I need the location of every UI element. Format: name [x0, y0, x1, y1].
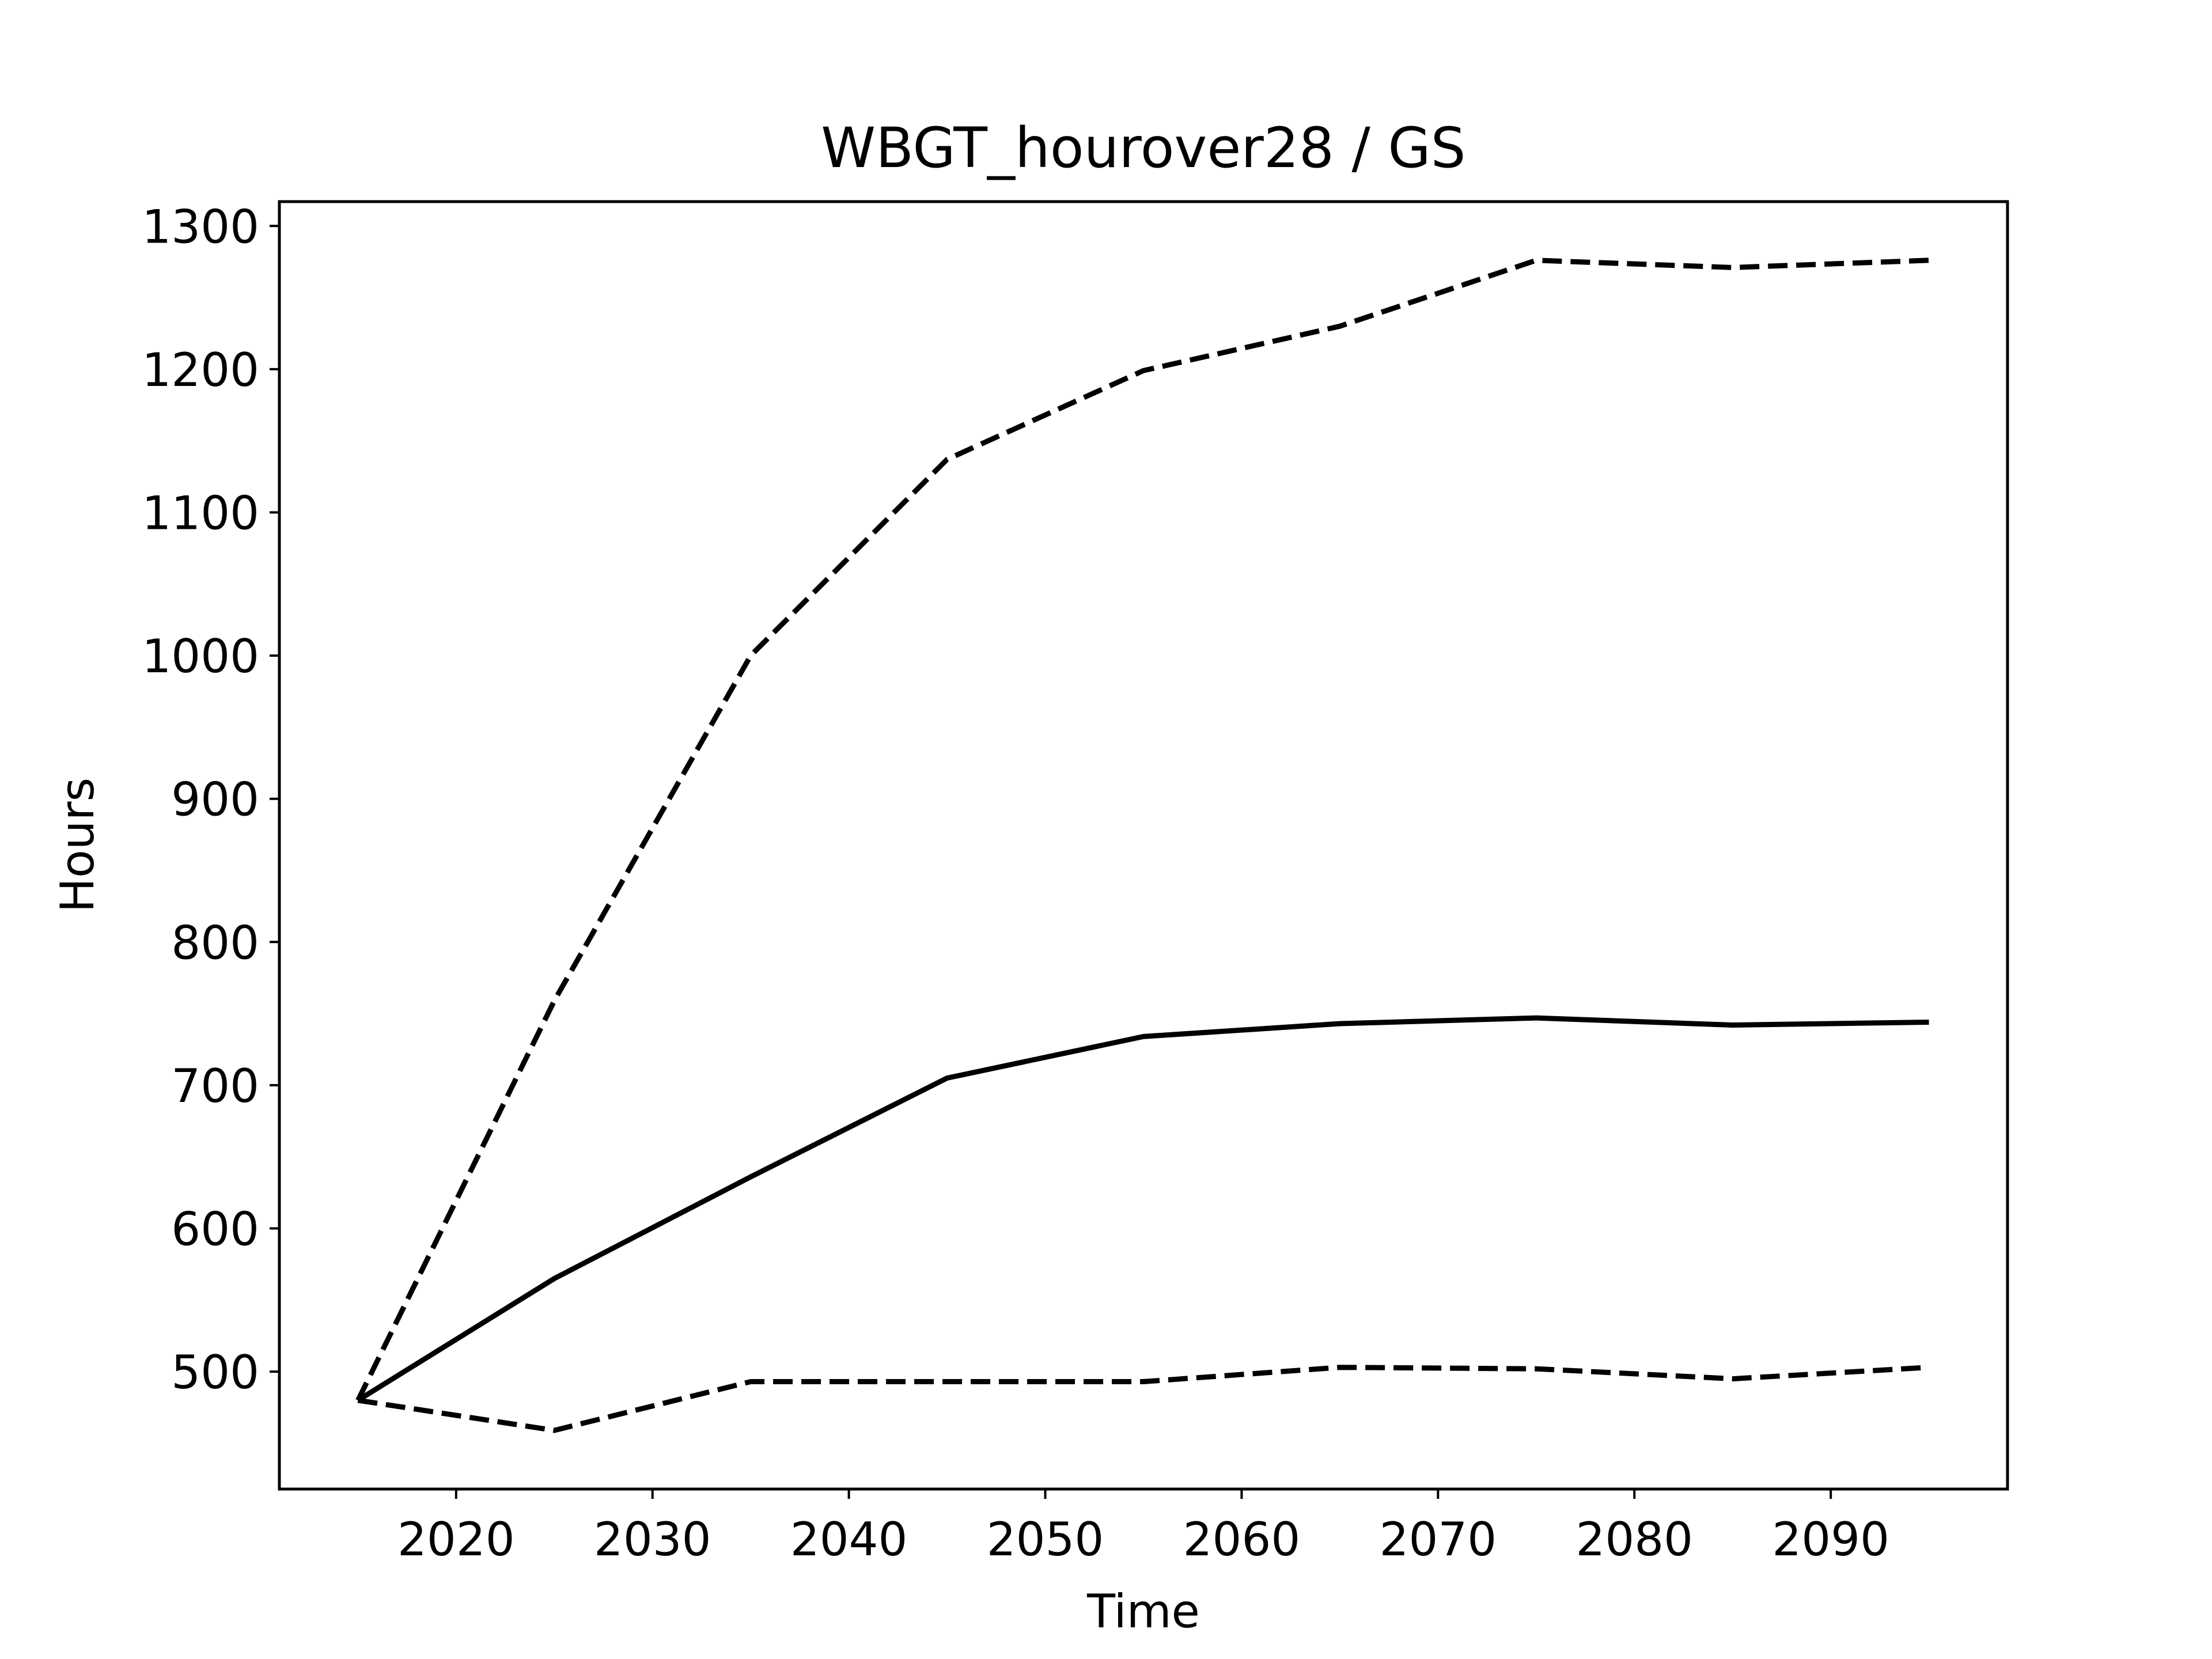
y-axis-label: Hours — [51, 778, 104, 912]
y-tick-label: 900 — [171, 773, 259, 827]
y-tick-label: 1000 — [142, 630, 259, 683]
axes-frame — [278, 200, 2009, 1491]
y-tick-label: 500 — [171, 1346, 259, 1399]
series-line-1 — [355, 257, 1929, 1402]
y-tick-label: 600 — [171, 1203, 259, 1256]
x-tick-label: 2080 — [1575, 1513, 1693, 1566]
y-tick-label: 1100 — [142, 486, 259, 540]
series-line-3 — [357, 1365, 1929, 1433]
x-tick-label: 2020 — [397, 1513, 515, 1566]
x-axis: 2020 2030 2040 2050 2060 2070 2080 2090 — [397, 1489, 1889, 1566]
x-tick-label: 2040 — [790, 1513, 908, 1566]
series-line-2 — [357, 1015, 1929, 1403]
chart-title: WBGT_hourover28 / GS — [821, 116, 1465, 180]
x-tick-label: 2070 — [1380, 1513, 1497, 1566]
plot-area — [355, 257, 1929, 1433]
y-tick-label: 1200 — [142, 343, 259, 397]
x-tick-label: 2050 — [987, 1513, 1104, 1566]
y-axis: 500 600 700 800 900 1000 1100 1200 1300 — [142, 200, 279, 1399]
x-tick-label: 2030 — [594, 1513, 711, 1566]
y-tick-label: 700 — [171, 1059, 259, 1113]
x-axis-label: Time — [1086, 1585, 1200, 1638]
x-tick-label: 2060 — [1183, 1513, 1301, 1566]
y-tick-label: 800 — [171, 916, 259, 969]
x-tick-label: 2090 — [1772, 1513, 1889, 1566]
y-tick-label: 1300 — [142, 200, 259, 253]
